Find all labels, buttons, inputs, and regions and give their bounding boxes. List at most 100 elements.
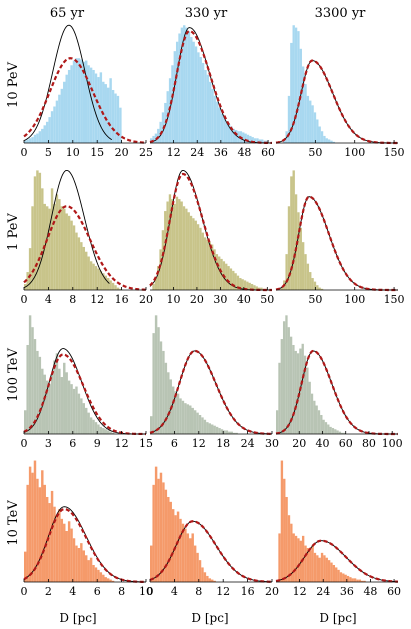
histogram-bar [26,344,29,434]
histogram-bar [239,278,242,290]
histogram-bar [220,429,224,434]
histogram-bar [191,533,194,582]
histogram-bar [38,487,42,582]
histogram-bar [206,74,210,143]
histogram-bar [53,360,56,434]
histogram-bar [63,81,66,143]
histogram-bar [38,356,42,434]
histogram-bar [111,580,115,582]
histogram-bar [196,224,200,290]
histogram-bar [152,135,155,143]
histogram-bar [45,206,49,290]
x-tick-label: 36 [214,146,228,159]
histogram-bar [320,131,324,143]
histogram-bar [211,244,214,290]
histogram-bar [102,273,105,290]
x-tick-label: 10 [166,293,180,306]
histogram-bar [283,140,286,143]
histogram-bar [77,58,81,143]
histogram-bar [41,188,44,290]
histogram-bar [171,509,175,582]
panel-11: 12 24 36 48 60 [275,460,401,598]
histogram-bar [162,350,165,434]
histogram-bar [181,400,185,434]
histogram-bar [242,132,245,143]
histogram-bar [55,194,59,290]
histogram-bar [31,137,34,143]
histogram-bar [356,579,359,582]
histogram-bar [225,263,228,290]
histogram-bar [194,46,198,143]
histogram-bar [189,405,192,434]
histogram-bar [104,429,107,434]
histogram-bar [179,518,182,582]
panel-8: 20 40 60 80 100 [275,315,403,450]
histogram-bar [176,511,180,582]
histogram-bar [182,206,186,290]
histogram-bar [201,232,204,290]
panel-10: 0 4 8 12 16 20 [147,466,279,598]
histogram-bar [203,237,207,290]
histogram-bar [178,199,181,290]
histogram-bar [75,545,78,582]
histogram-bar [316,555,319,582]
histogram-bar [67,215,71,290]
histogram-bar [157,327,160,434]
x-tick-label: 0 [21,585,28,598]
x-tick-label: 15 [139,437,153,450]
histogram-bar [235,130,238,143]
x-tick-label: 12 [192,437,206,450]
histogram-bar [60,518,64,582]
histogram-bar [194,220,197,290]
x-tick-label: 6 [94,585,101,598]
histogram-bar [193,410,197,434]
histogram-bar [276,410,279,434]
histogram-bar [164,211,167,290]
histogram-bar [33,339,37,434]
histogram-bar [168,194,172,290]
histogram-bar [119,288,122,290]
histogram-bar [184,403,187,434]
histogram-bar [192,41,195,144]
histogram-bar [171,386,175,434]
histogram-bar [361,580,364,582]
x-tick-label: 16 [115,293,129,306]
histogram-bar [55,100,59,143]
histogram-bar [33,460,37,582]
histogram-bar [43,374,46,434]
x-tick-label: 6 [69,437,76,450]
histogram-bar [175,196,179,290]
histogram-bar [89,417,93,434]
histogram-bar [218,428,221,434]
histogram-bar [244,133,247,143]
histogram-bar [227,124,231,143]
histogram-bar [164,362,168,434]
histogram-bar [109,579,112,582]
histogram-bar [335,567,338,582]
histogram-bar [171,65,174,143]
panel-7: 6 12 18 24 30 [149,315,279,450]
histogram-bar [258,139,261,143]
histogram-bar [280,287,284,290]
histogram-bar [36,133,39,143]
histogram-bar [297,538,300,582]
histogram-bar [41,470,44,582]
histogram-bar [344,574,347,582]
dashed-curve [275,59,398,145]
histogram-bar [336,430,339,434]
histogram-bar [28,248,32,290]
histogram-bar [332,564,336,582]
histogram-bar [55,353,59,434]
histogram-bar [241,279,244,290]
histogram-bar [58,94,61,143]
histogram-bar [104,84,107,143]
histogram-bar [87,560,90,582]
histogram-bar [164,489,168,582]
histogram-bar [309,100,312,143]
x-tick-label: 0 [21,437,28,450]
histogram-bar [294,350,297,434]
x-tick-label: 48 [363,585,377,598]
x-tick-label: 12 [115,437,129,450]
histogram-bar [50,490,54,582]
histogram-bar [203,419,207,434]
